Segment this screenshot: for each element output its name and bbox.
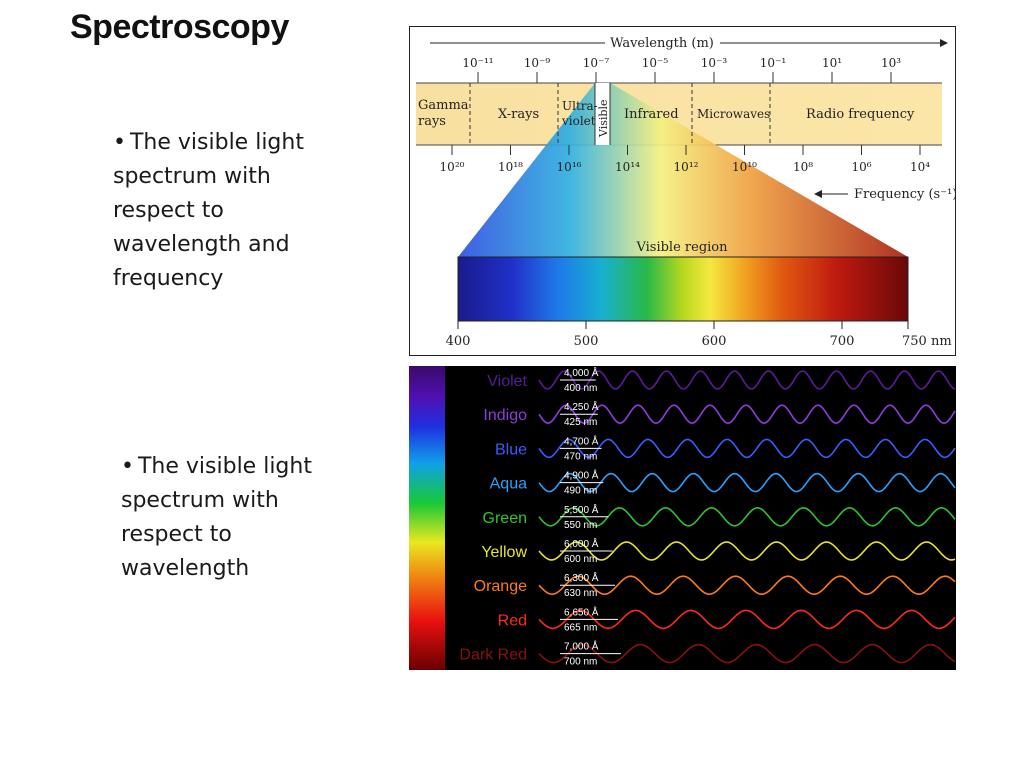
wave-angstrom-label: 4,000 Å <box>564 366 599 379</box>
wave-color-name: Dark Red <box>459 647 527 664</box>
wave-angstrom-label: 4,700 Å <box>564 434 599 447</box>
wave-nm-label: 400 nm <box>564 383 597 394</box>
wave-line <box>538 370 956 390</box>
wavelength-tick-label: 10⁻¹¹ <box>462 56 493 70</box>
frequency-tick-label: 10¹⁴ <box>615 160 640 174</box>
wavelength-tick-label: 10⁻⁵ <box>642 56 669 70</box>
wave-row-blue: Blue 4,700 Å 470 nm <box>495 434 956 462</box>
bullet-text: The visible light spectrum with respect … <box>113 130 304 291</box>
em-spectrum-figure: Wavelength (m) 10⁻¹¹ 10⁻⁹ 10⁻⁷ 10⁻⁵ 10⁻³ 10⁻¹… <box>409 26 956 356</box>
spectrum-strip <box>409 366 445 670</box>
wave-row-aqua: Aqua 4,900 Å 490 nm <box>490 469 956 497</box>
wave-angstrom-label: 5,500 Å <box>564 503 599 516</box>
region-infrared-label: Infrared <box>624 107 679 122</box>
visible-waves-figure: Violet 4,000 Å 400 nm Indigo 4,250 Å 425 nm Bl… <box>409 366 956 670</box>
wave-row-green: Green 5,500 Å 550 nm <box>483 503 956 531</box>
bullet-dot: • <box>121 454 134 479</box>
wavelength-tick-label: 10⁻³ <box>701 56 728 70</box>
bullet-wavelength: • The visible light spectrum with respect… <box>121 450 341 586</box>
nm-tick-label: 600 <box>702 334 727 349</box>
wave-line <box>538 438 956 459</box>
wave-nm-label: 425 nm <box>564 417 597 428</box>
visible-region-label: Visible region <box>635 240 728 255</box>
wave-line <box>538 472 956 493</box>
visible-projection <box>458 83 908 257</box>
region-microwaves-label: Microwaves <box>697 107 770 121</box>
wave-color-name: Aqua <box>490 476 527 493</box>
wave-nm-label: 490 nm <box>564 486 597 497</box>
frequency-axis-label: Frequency (s⁻¹) <box>854 187 955 202</box>
wave-line <box>538 541 956 561</box>
region-xrays-label: X-rays <box>498 107 539 122</box>
wavelength-tick-label: 10⁻⁹ <box>524 56 551 70</box>
frequency-tick-label: 10¹⁰ <box>732 160 757 174</box>
bullet-dot: • <box>113 130 126 155</box>
wave-line <box>538 609 956 630</box>
wave-nm-label: 600 nm <box>564 554 597 565</box>
bullet-wavelength-frequency: • The visible light spectrum with respect… <box>113 126 333 296</box>
wave-nm-label: 665 nm <box>564 622 597 633</box>
wave-color-name: Green <box>483 510 527 527</box>
nm-tick-label: 750 nm <box>902 334 952 349</box>
visible-waves-diagram: Violet 4,000 Å 400 nm Indigo 4,250 Å 425 nm Bl… <box>409 366 956 670</box>
wave-angstrom-label: 6,650 Å <box>564 605 599 618</box>
wavelength-tick-label: 10¹ <box>822 56 842 70</box>
wave-color-name: Blue <box>495 441 527 458</box>
wave-color-name: Violet <box>487 373 527 390</box>
wave-line <box>538 575 956 596</box>
wave-nm-label: 550 nm <box>564 520 597 531</box>
wave-angstrom-label: 4,900 Å <box>564 469 599 482</box>
wave-row-indigo: Indigo 4,250 Å 425 nm <box>483 400 956 428</box>
region-gamma-label-2: rays <box>418 114 446 129</box>
region-visible-label: Visible <box>597 99 610 138</box>
wave-angstrom-label: 6,000 Å <box>564 537 599 550</box>
wave-row-yellow: Yellow 6,000 Å 600 nm <box>481 537 956 565</box>
frequency-tick-label: 10⁶ <box>851 160 871 174</box>
wave-nm-label: 630 nm <box>564 588 597 599</box>
wave-color-name: Red <box>498 612 527 629</box>
bullet-text: The visible light spectrum with respect … <box>121 454 312 581</box>
frequency-tick-label: 10⁴ <box>910 160 930 174</box>
nm-ticks: 400 500 600 700 750 nm <box>446 321 952 349</box>
region-gamma-label: Gamma <box>418 98 469 113</box>
wave-nm-label: 700 nm <box>564 657 597 668</box>
wave-color-name: Orange <box>474 578 527 595</box>
region-uv-label-2: violet <box>561 114 596 128</box>
wave-row-violet: Violet 4,000 Å 400 nm <box>487 366 956 394</box>
wave-color-name: Yellow <box>481 544 527 561</box>
wavelength-tick-label: 10⁻¹ <box>760 56 786 70</box>
wavelength-axis-label: Wavelength (m) <box>610 36 714 51</box>
nm-tick-label: 700 <box>830 334 855 349</box>
wave-nm-label: 470 nm <box>564 451 597 462</box>
wavelength-tick-label: 10⁻⁷ <box>583 56 610 70</box>
wave-row-red: Red 6,650 Å 665 nm <box>498 605 956 633</box>
wave-line <box>538 507 956 527</box>
wave-angstrom-label: 6,300 Å <box>564 571 599 584</box>
wave-angstrom-label: 4,250 Å <box>564 400 599 413</box>
frequency-ticks: 10²⁰ 10¹⁸ 10¹⁶ 10¹⁴ 10¹² 10¹⁰ 10⁸ 10⁶ 10⁴ <box>440 145 930 174</box>
frequency-tick-label: 10¹⁸ <box>498 160 523 174</box>
visible-spectrum-bar <box>457 256 909 322</box>
em-spectrum-diagram: Wavelength (m) 10⁻¹¹ 10⁻⁹ 10⁻⁷ 10⁻⁵ 10⁻³ 10⁻¹… <box>416 36 955 349</box>
wave-color-name: Indigo <box>483 407 527 424</box>
wavelength-tick-label: 10³ <box>881 56 901 70</box>
slide-title: Spectroscopy <box>70 8 289 46</box>
wave-angstrom-label: 7,000 Å <box>564 640 599 653</box>
region-radio-label: Radio frequency <box>806 107 915 122</box>
wave-row-orange: Orange 6,300 Å 630 nm <box>474 571 956 599</box>
wavelength-ticks: 10⁻¹¹ 10⁻⁹ 10⁻⁷ 10⁻⁵ 10⁻³ 10⁻¹ 10¹ 10³ <box>462 56 901 83</box>
wave-line <box>538 404 956 424</box>
wave-row-dark-red: Dark Red 7,000 Å 700 nm <box>459 640 956 668</box>
region-uv-label: Ultra- <box>562 99 598 113</box>
nm-tick-label: 400 <box>446 334 471 349</box>
nm-tick-label: 500 <box>574 334 599 349</box>
frequency-tick-label: 10¹⁶ <box>557 160 582 174</box>
frequency-tick-label: 10²⁰ <box>440 160 465 174</box>
frequency-tick-label: 10⁸ <box>793 160 813 174</box>
frequency-tick-label: 10¹² <box>674 160 699 174</box>
wave-line <box>538 643 956 664</box>
